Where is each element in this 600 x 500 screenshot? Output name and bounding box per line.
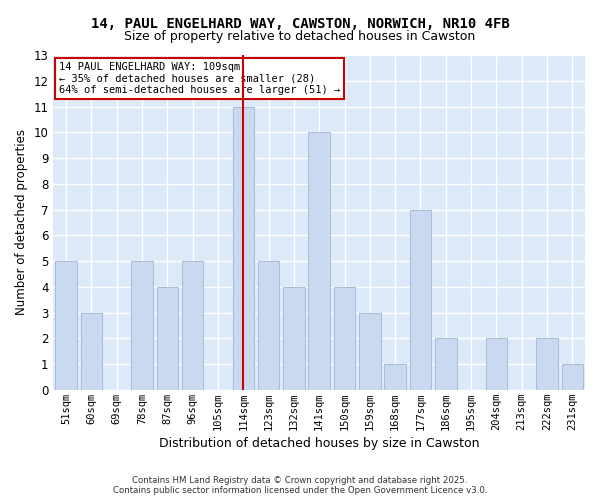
Bar (55, 261, 77, 390)
Bar (485, 338, 507, 390)
Bar (182, 261, 203, 390)
X-axis label: Distribution of detached houses by size in Cawston: Distribution of detached houses by size … (159, 437, 479, 450)
Bar (385, 364, 406, 390)
Bar (435, 338, 457, 390)
Bar (258, 261, 280, 390)
Bar (157, 287, 178, 390)
Text: Contains HM Land Registry data © Crown copyright and database right 2025.
Contai: Contains HM Land Registry data © Crown c… (113, 476, 487, 495)
Bar (131, 261, 153, 390)
Bar (334, 287, 355, 390)
Bar (80, 312, 102, 390)
Bar (308, 132, 330, 390)
Bar (359, 312, 380, 390)
Y-axis label: Number of detached properties: Number of detached properties (15, 130, 28, 316)
Bar (233, 106, 254, 390)
Bar (410, 210, 431, 390)
Text: 14, PAUL ENGELHARD WAY, CAWSTON, NORWICH, NR10 4FB: 14, PAUL ENGELHARD WAY, CAWSTON, NORWICH… (91, 18, 509, 32)
Bar (562, 364, 583, 390)
Text: 14 PAUL ENGELHARD WAY: 109sqm
← 35% of detached houses are smaller (28)
64% of s: 14 PAUL ENGELHARD WAY: 109sqm ← 35% of d… (59, 62, 340, 95)
Bar (536, 338, 558, 390)
Bar (283, 287, 305, 390)
Text: Size of property relative to detached houses in Cawston: Size of property relative to detached ho… (124, 30, 476, 43)
